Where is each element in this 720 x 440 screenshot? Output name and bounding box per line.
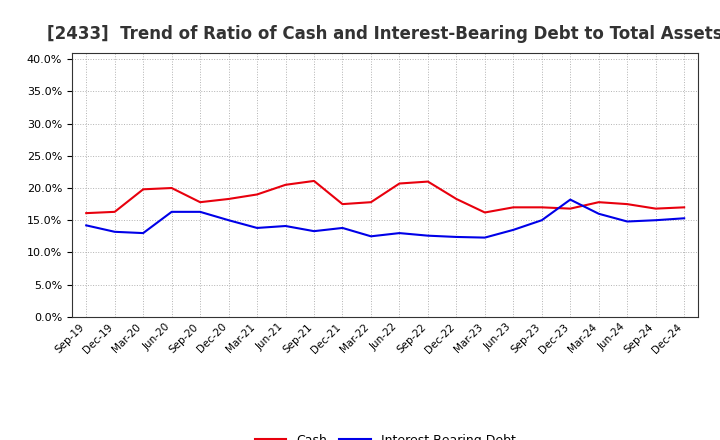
Cash xyxy=(623,202,631,207)
Cash xyxy=(196,200,204,205)
Cash xyxy=(253,192,261,197)
Interest-Bearing Debt xyxy=(82,223,91,228)
Cash xyxy=(366,200,375,205)
Interest-Bearing Debt xyxy=(366,234,375,239)
Interest-Bearing Debt xyxy=(566,197,575,202)
Interest-Bearing Debt xyxy=(139,231,148,236)
Interest-Bearing Debt xyxy=(623,219,631,224)
Cash xyxy=(480,210,489,215)
Cash xyxy=(595,200,603,205)
Interest-Bearing Debt xyxy=(395,231,404,236)
Cash xyxy=(338,202,347,207)
Cash xyxy=(452,196,461,202)
Cash xyxy=(537,205,546,210)
Title: [2433]  Trend of Ratio of Cash and Interest-Bearing Debt to Total Assets: [2433] Trend of Ratio of Cash and Intere… xyxy=(48,25,720,43)
Line: Cash: Cash xyxy=(86,181,684,213)
Interest-Bearing Debt xyxy=(253,225,261,231)
Interest-Bearing Debt xyxy=(196,209,204,214)
Interest-Bearing Debt xyxy=(509,227,518,232)
Cash xyxy=(395,181,404,186)
Legend: Cash, Interest-Bearing Debt: Cash, Interest-Bearing Debt xyxy=(250,429,521,440)
Cash xyxy=(652,206,660,211)
Interest-Bearing Debt xyxy=(282,224,290,229)
Cash xyxy=(509,205,518,210)
Interest-Bearing Debt xyxy=(423,233,432,238)
Cash xyxy=(282,182,290,187)
Cash xyxy=(225,196,233,202)
Interest-Bearing Debt xyxy=(537,217,546,223)
Interest-Bearing Debt xyxy=(452,235,461,240)
Interest-Bearing Debt xyxy=(338,225,347,231)
Interest-Bearing Debt xyxy=(680,216,688,221)
Cash xyxy=(110,209,119,214)
Interest-Bearing Debt xyxy=(167,209,176,214)
Cash xyxy=(139,187,148,192)
Interest-Bearing Debt xyxy=(110,229,119,235)
Interest-Bearing Debt xyxy=(310,228,318,234)
Interest-Bearing Debt xyxy=(480,235,489,240)
Cash xyxy=(566,206,575,211)
Cash xyxy=(82,210,91,216)
Cash xyxy=(680,205,688,210)
Interest-Bearing Debt xyxy=(652,217,660,223)
Cash xyxy=(310,178,318,183)
Cash xyxy=(423,179,432,184)
Line: Interest-Bearing Debt: Interest-Bearing Debt xyxy=(86,200,684,238)
Interest-Bearing Debt xyxy=(225,217,233,223)
Cash xyxy=(167,185,176,191)
Interest-Bearing Debt xyxy=(595,211,603,216)
